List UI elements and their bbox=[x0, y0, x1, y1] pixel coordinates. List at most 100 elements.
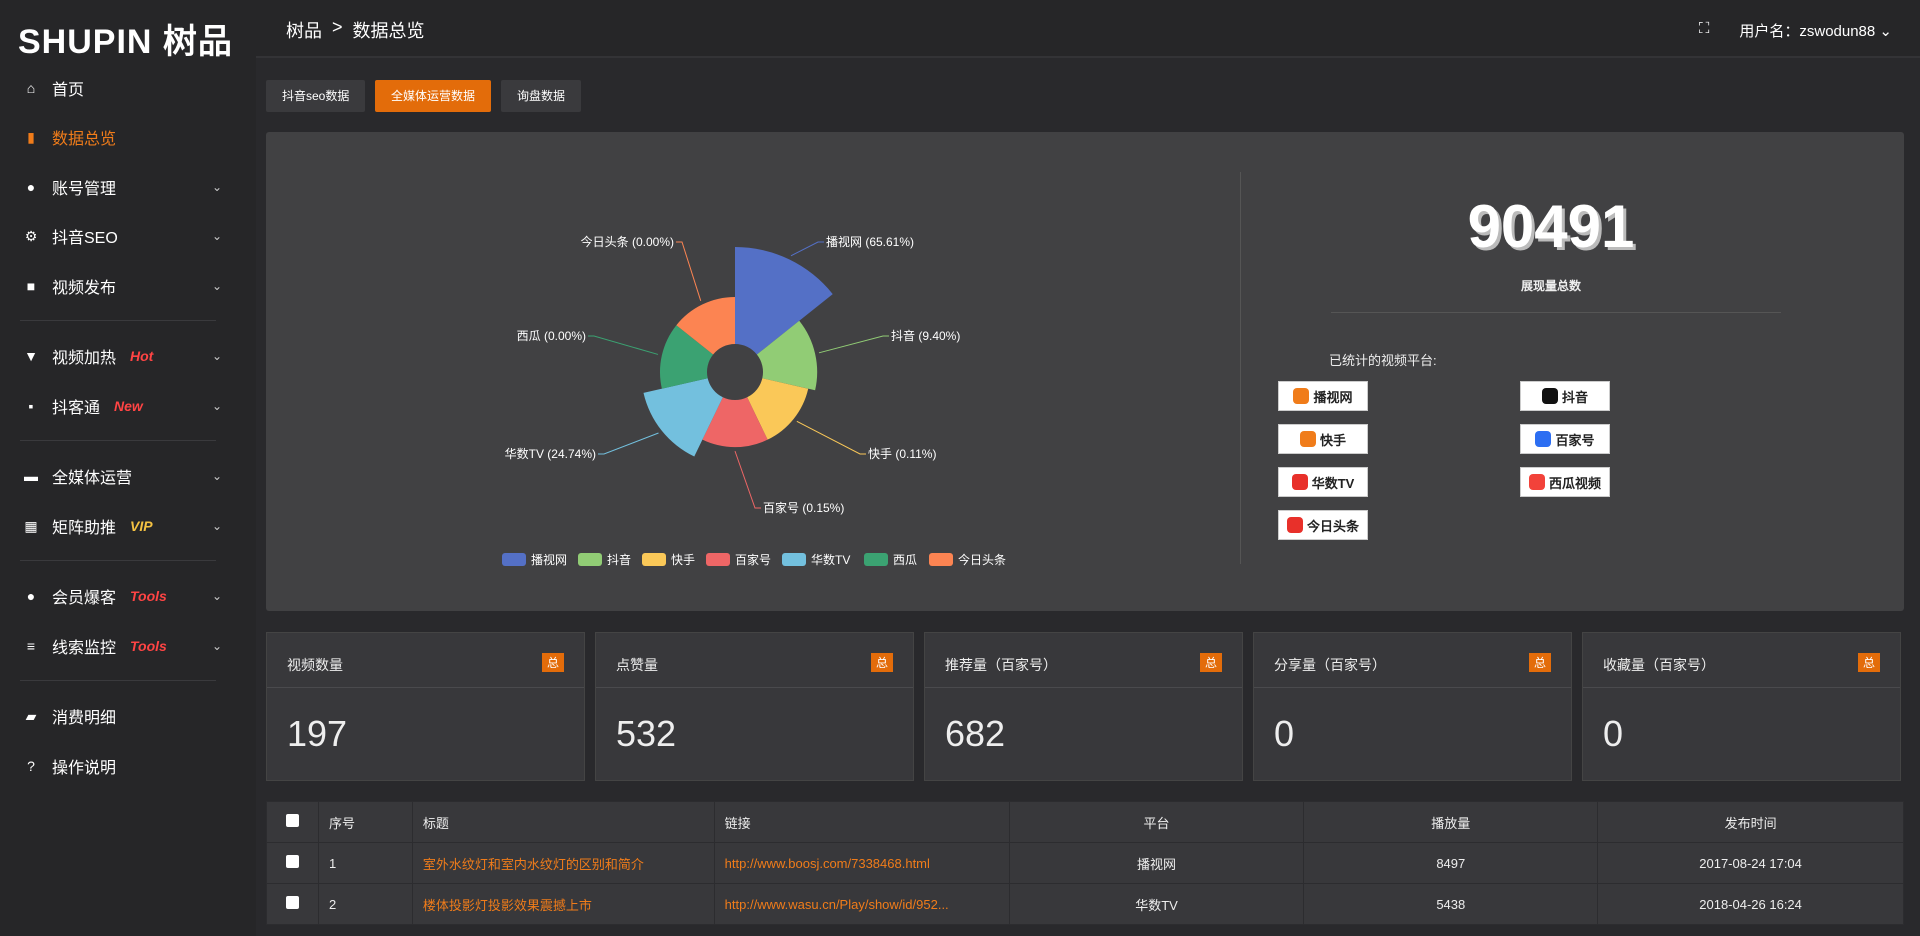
select-all-checkbox[interactable] bbox=[285, 814, 299, 827]
pie-slice-5[interactable] bbox=[660, 325, 714, 389]
chat-icon: ▪ bbox=[28, 398, 34, 414]
chevron-down-icon: ⌄ bbox=[212, 349, 223, 363]
bar-chart-icon: ▮ bbox=[27, 128, 35, 145]
user-menu[interactable]: 用户名：zswodun88 ⌄ bbox=[1739, 23, 1892, 40]
overview-panel: 播视网 (65.61%) 播视网 抖音 (9.40%) 抖音 快手 (0.11%) 快手百… bbox=[266, 132, 1904, 611]
stat-title: 分享量（百家号） bbox=[1274, 657, 1386, 673]
pie-slice-3[interactable] bbox=[702, 397, 768, 448]
grid-icon: ▦ bbox=[24, 517, 38, 534]
sidebar-item-12[interactable]: ? 操作说明 bbox=[0, 746, 256, 786]
cell[interactable]: 楼体投影灯投影效果震撼上市 bbox=[411, 883, 715, 925]
legend-label[interactable]: 百家号 bbox=[735, 552, 771, 567]
tab-1[interactable]: 全媒体运营数据 bbox=[375, 80, 492, 112]
stat-value: 0 bbox=[1603, 713, 1624, 754]
monitor-icon: ▬ bbox=[24, 468, 38, 484]
sidebar-badge: Tools bbox=[130, 638, 167, 654]
column-header[interactable]: 标题 bbox=[411, 801, 715, 843]
column-header[interactable]: 链接 bbox=[713, 801, 1010, 843]
pie-slice-0[interactable] bbox=[735, 247, 833, 355]
username: 用户名：zswodun88 bbox=[1739, 23, 1876, 40]
column-header[interactable]: 平台 bbox=[1008, 801, 1305, 843]
cell: 2 bbox=[317, 883, 413, 925]
stat-card: 推荐量（百家号） 总 682 bbox=[924, 632, 1243, 781]
legend-swatch[interactable] bbox=[578, 553, 602, 566]
pie-slice-2[interactable] bbox=[747, 378, 809, 440]
stat-title: 点赞量 bbox=[616, 657, 658, 673]
flag-icon: ▼ bbox=[24, 348, 38, 364]
legend-label[interactable]: 快手 bbox=[671, 553, 695, 567]
pie-slice-4[interactable] bbox=[643, 378, 723, 457]
sidebar-item-label: 视频发布 bbox=[52, 280, 117, 297]
pie-slice-6[interactable] bbox=[676, 297, 735, 355]
camera-icon: ■ bbox=[26, 278, 36, 294]
cell[interactable]: http://www.boosj.com/7338468.html bbox=[713, 842, 1010, 884]
legend-swatch[interactable] bbox=[864, 553, 888, 566]
sidebar-item-label: 会员爆客 bbox=[52, 590, 117, 607]
stat-card: 收藏量（百家号） 总 0 bbox=[1582, 632, 1901, 781]
pie-label: 百家号 (0.15%) bbox=[763, 500, 844, 515]
label-line bbox=[734, 450, 761, 509]
fullscreen-icon[interactable]: ⛶ bbox=[1698, 20, 1710, 37]
column-header[interactable]: 播放量 bbox=[1303, 801, 1599, 843]
platform-logo: 今日头条 bbox=[1278, 510, 1368, 540]
legend-label[interactable]: 今日头条 bbox=[958, 552, 1006, 567]
sidebar-item-9[interactable]: ● 会员爆客 Tools ⌄ bbox=[0, 576, 256, 616]
divider bbox=[1331, 312, 1781, 313]
row-checkbox[interactable] bbox=[285, 896, 299, 909]
cell[interactable]: http://www.wasu.cn/Play/show/id/952... bbox=[713, 883, 1010, 925]
sidebar-item-3[interactable]: ⚙ 抖音SEO ⌄ bbox=[0, 216, 256, 256]
sidebar-item-4[interactable]: ■ 视频发布 ⌄ bbox=[0, 266, 256, 306]
legend-swatch[interactable] bbox=[502, 553, 526, 566]
legend-label[interactable]: 华数TV bbox=[811, 552, 850, 567]
divider bbox=[20, 680, 216, 681]
breadcrumb-home[interactable]: 树品 bbox=[286, 21, 322, 41]
stat-value: 532 bbox=[616, 713, 677, 754]
breadcrumb: 树品 > 数据总览 bbox=[286, 17, 425, 43]
legend-label[interactable]: 抖音 bbox=[607, 552, 631, 567]
cell: 1 bbox=[317, 842, 413, 884]
sidebar-item-label: 数据总览 bbox=[52, 131, 117, 148]
sidebar-item-8[interactable]: ▦ 矩阵助推 VIP ⌄ bbox=[0, 506, 256, 546]
pie-slice-1[interactable] bbox=[756, 320, 818, 391]
sidebar-item-2[interactable]: ● 账号管理 ⌄ bbox=[0, 167, 256, 207]
chevron-down-icon: ⌄ bbox=[212, 180, 223, 194]
pie-label: 今日头条 (0.00%) bbox=[581, 234, 674, 249]
cell[interactable]: 室外水纹灯和室内水纹灯的区别和简介 bbox=[411, 842, 715, 884]
home-icon: ⌂ bbox=[26, 80, 36, 96]
stat-badge: 总 bbox=[541, 653, 564, 672]
legend-label[interactable]: 西瓜 bbox=[893, 553, 917, 567]
sidebar-item-10[interactable]: ≡ 线索监控 Tools ⌄ bbox=[0, 626, 256, 666]
sidebar-item-0[interactable]: ⌂ 首页 bbox=[0, 68, 256, 108]
stat-value: 197 bbox=[287, 713, 348, 754]
legend-swatch[interactable] bbox=[642, 553, 666, 566]
sidebar-item-7[interactable]: ▬ 全媒体运营 ⌄ bbox=[0, 456, 256, 496]
column-header[interactable]: 序号 bbox=[317, 801, 413, 843]
pie-label: 播视网 (65.61%) bbox=[826, 234, 914, 249]
legend-swatch[interactable] bbox=[782, 553, 806, 566]
sidebar-item-5[interactable]: ▼ 视频加热 Hot ⌄ bbox=[0, 336, 256, 376]
sidebar-item-6[interactable]: ▪ 抖客通 New ⌄ bbox=[0, 386, 256, 426]
sidebar-item-label: 首页 bbox=[52, 82, 85, 99]
help-icon: ? bbox=[27, 758, 35, 774]
tab-2[interactable]: 询盘数据 bbox=[501, 80, 582, 112]
rose-pie-chart: 播视网 (65.61%) 播视网 抖音 (9.40%) 抖音 快手 (0.11%) 快手 百… bbox=[502, 234, 1006, 567]
sidebar-item-1[interactable]: ▮ 数据总览 bbox=[0, 117, 256, 157]
sidebar-item-label: 全媒体运营 bbox=[52, 470, 133, 487]
legend-swatch[interactable] bbox=[706, 553, 730, 566]
stat-badge: 总 bbox=[1199, 653, 1222, 672]
breadcrumb-sep: > bbox=[332, 17, 343, 37]
legend-label[interactable]: 播视网 bbox=[531, 552, 567, 567]
sidebar-item-11[interactable]: ▰ 消费明细 bbox=[0, 696, 256, 736]
platform-logo: 华数TV bbox=[1278, 467, 1368, 497]
chevron-down-icon: ⌄ bbox=[212, 279, 223, 293]
legend-swatch[interactable] bbox=[929, 553, 953, 566]
stat-title: 推荐量（百家号） bbox=[945, 657, 1057, 673]
row-checkbox[interactable] bbox=[285, 855, 299, 868]
column-header[interactable]: 发布时间 bbox=[1597, 801, 1904, 843]
platform-logo: 西瓜视频 bbox=[1520, 467, 1610, 497]
tab-0[interactable]: 抖音seo数据 bbox=[266, 80, 366, 112]
stat-title: 视频数量 bbox=[287, 657, 343, 673]
person-icon: ● bbox=[26, 588, 36, 604]
sidebar-badge: Hot bbox=[130, 348, 154, 364]
label-line bbox=[598, 432, 659, 455]
